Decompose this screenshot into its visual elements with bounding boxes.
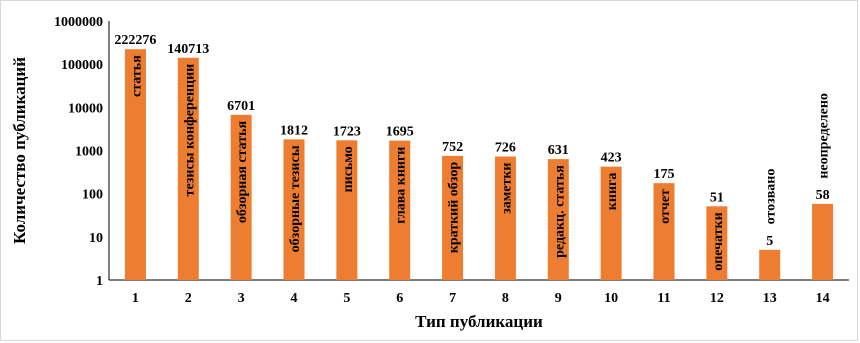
y-tick-label: 1000000 [54, 15, 103, 30]
bar [759, 249, 781, 280]
bar [812, 203, 834, 280]
y-tick-label: 1000 [75, 145, 103, 160]
bar-value-label: 222276 [114, 33, 156, 48]
bar-value-label: 1723 [333, 124, 361, 139]
bar-value-label: 1695 [386, 125, 414, 140]
y-tick-label: 100 [82, 188, 103, 203]
x-tick-label: 14 [816, 291, 830, 306]
bar-value-label: 752 [442, 140, 463, 155]
bar [283, 139, 305, 280]
bar-inside-labels: статья тезисы конференции обзорная статья о… [129, 55, 831, 271]
bar-category-label: редакц. статья [552, 165, 567, 258]
x-tick-label: 12 [710, 291, 724, 306]
x-tick-label: 2 [185, 291, 192, 306]
bar [547, 159, 569, 280]
bar [389, 140, 411, 280]
value-labels: 222276 140713 6701 1812 1723 1695 752 726 631 423… [114, 33, 829, 249]
x-tick-label: 10 [604, 291, 618, 306]
y-tick-label: 10000 [68, 101, 103, 116]
bar-category-label: отчет [658, 189, 673, 224]
bar-category-label: обзорные тезисы [288, 145, 303, 252]
x-tick-label: 4 [291, 291, 298, 306]
bars [124, 49, 834, 280]
bar-value-label: 58 [816, 188, 830, 203]
x-tick-label: 11 [657, 291, 670, 306]
bar-value-label: 6701 [227, 99, 255, 114]
x-tick-labels: 1 2 3 4 5 6 7 8 9 10 11 12 13 14 [132, 291, 830, 306]
bar-category-label: письмо [341, 146, 356, 192]
bar-category-label: глава книги [394, 147, 409, 224]
bar-category-label: отозвано [764, 169, 779, 225]
bar-category-label: неопределено [817, 93, 832, 179]
bar [124, 49, 146, 280]
bar-category-label: опечатки [711, 212, 726, 270]
x-tick-label: 6 [396, 291, 403, 306]
bar [442, 155, 464, 280]
axes [108, 21, 849, 281]
bar-category-label: заметки [499, 163, 514, 214]
bar-category-label: статья [129, 55, 144, 97]
x-axis-title: Тип публикации [415, 312, 543, 331]
bar-value-label: 726 [495, 141, 516, 156]
bar [494, 156, 516, 280]
x-tick-label: 9 [555, 291, 562, 306]
y-axis-title: Количество публикаций [10, 57, 29, 244]
bar-value-label: 423 [601, 151, 622, 166]
bar [177, 57, 199, 280]
y-tick-labels: 1 10 100 1000 10000 100000 1000000 [54, 15, 103, 289]
x-tick-label: 8 [502, 291, 509, 306]
bar [230, 114, 252, 280]
bar [600, 166, 622, 280]
x-tick-label: 13 [763, 291, 777, 306]
x-tick-label: 5 [343, 291, 350, 306]
bar-value-label: 140713 [167, 42, 209, 57]
bar-category-label: книга [605, 173, 620, 211]
bar-category-label: обзорная статья [235, 120, 250, 223]
bar [653, 183, 675, 280]
y-tick-label: 1 [96, 274, 103, 289]
bar-category-label: краткий обзор [447, 162, 462, 254]
x-tick-label: 7 [449, 291, 456, 306]
bar-value-label: 51 [710, 190, 724, 205]
bar-value-label: 175 [654, 167, 675, 182]
bar-value-label: 5 [766, 234, 773, 249]
y-tick-label: 10 [89, 231, 103, 246]
y-tick-label: 100000 [61, 58, 103, 73]
x-tick-label: 1 [132, 291, 139, 306]
bar [706, 206, 728, 280]
bar-value-label: 1812 [280, 123, 308, 138]
bar-value-label: 631 [548, 143, 569, 158]
bar-category-label: тезисы конференции [182, 64, 197, 197]
bar [336, 140, 358, 280]
x-tick-label: 3 [238, 291, 245, 306]
